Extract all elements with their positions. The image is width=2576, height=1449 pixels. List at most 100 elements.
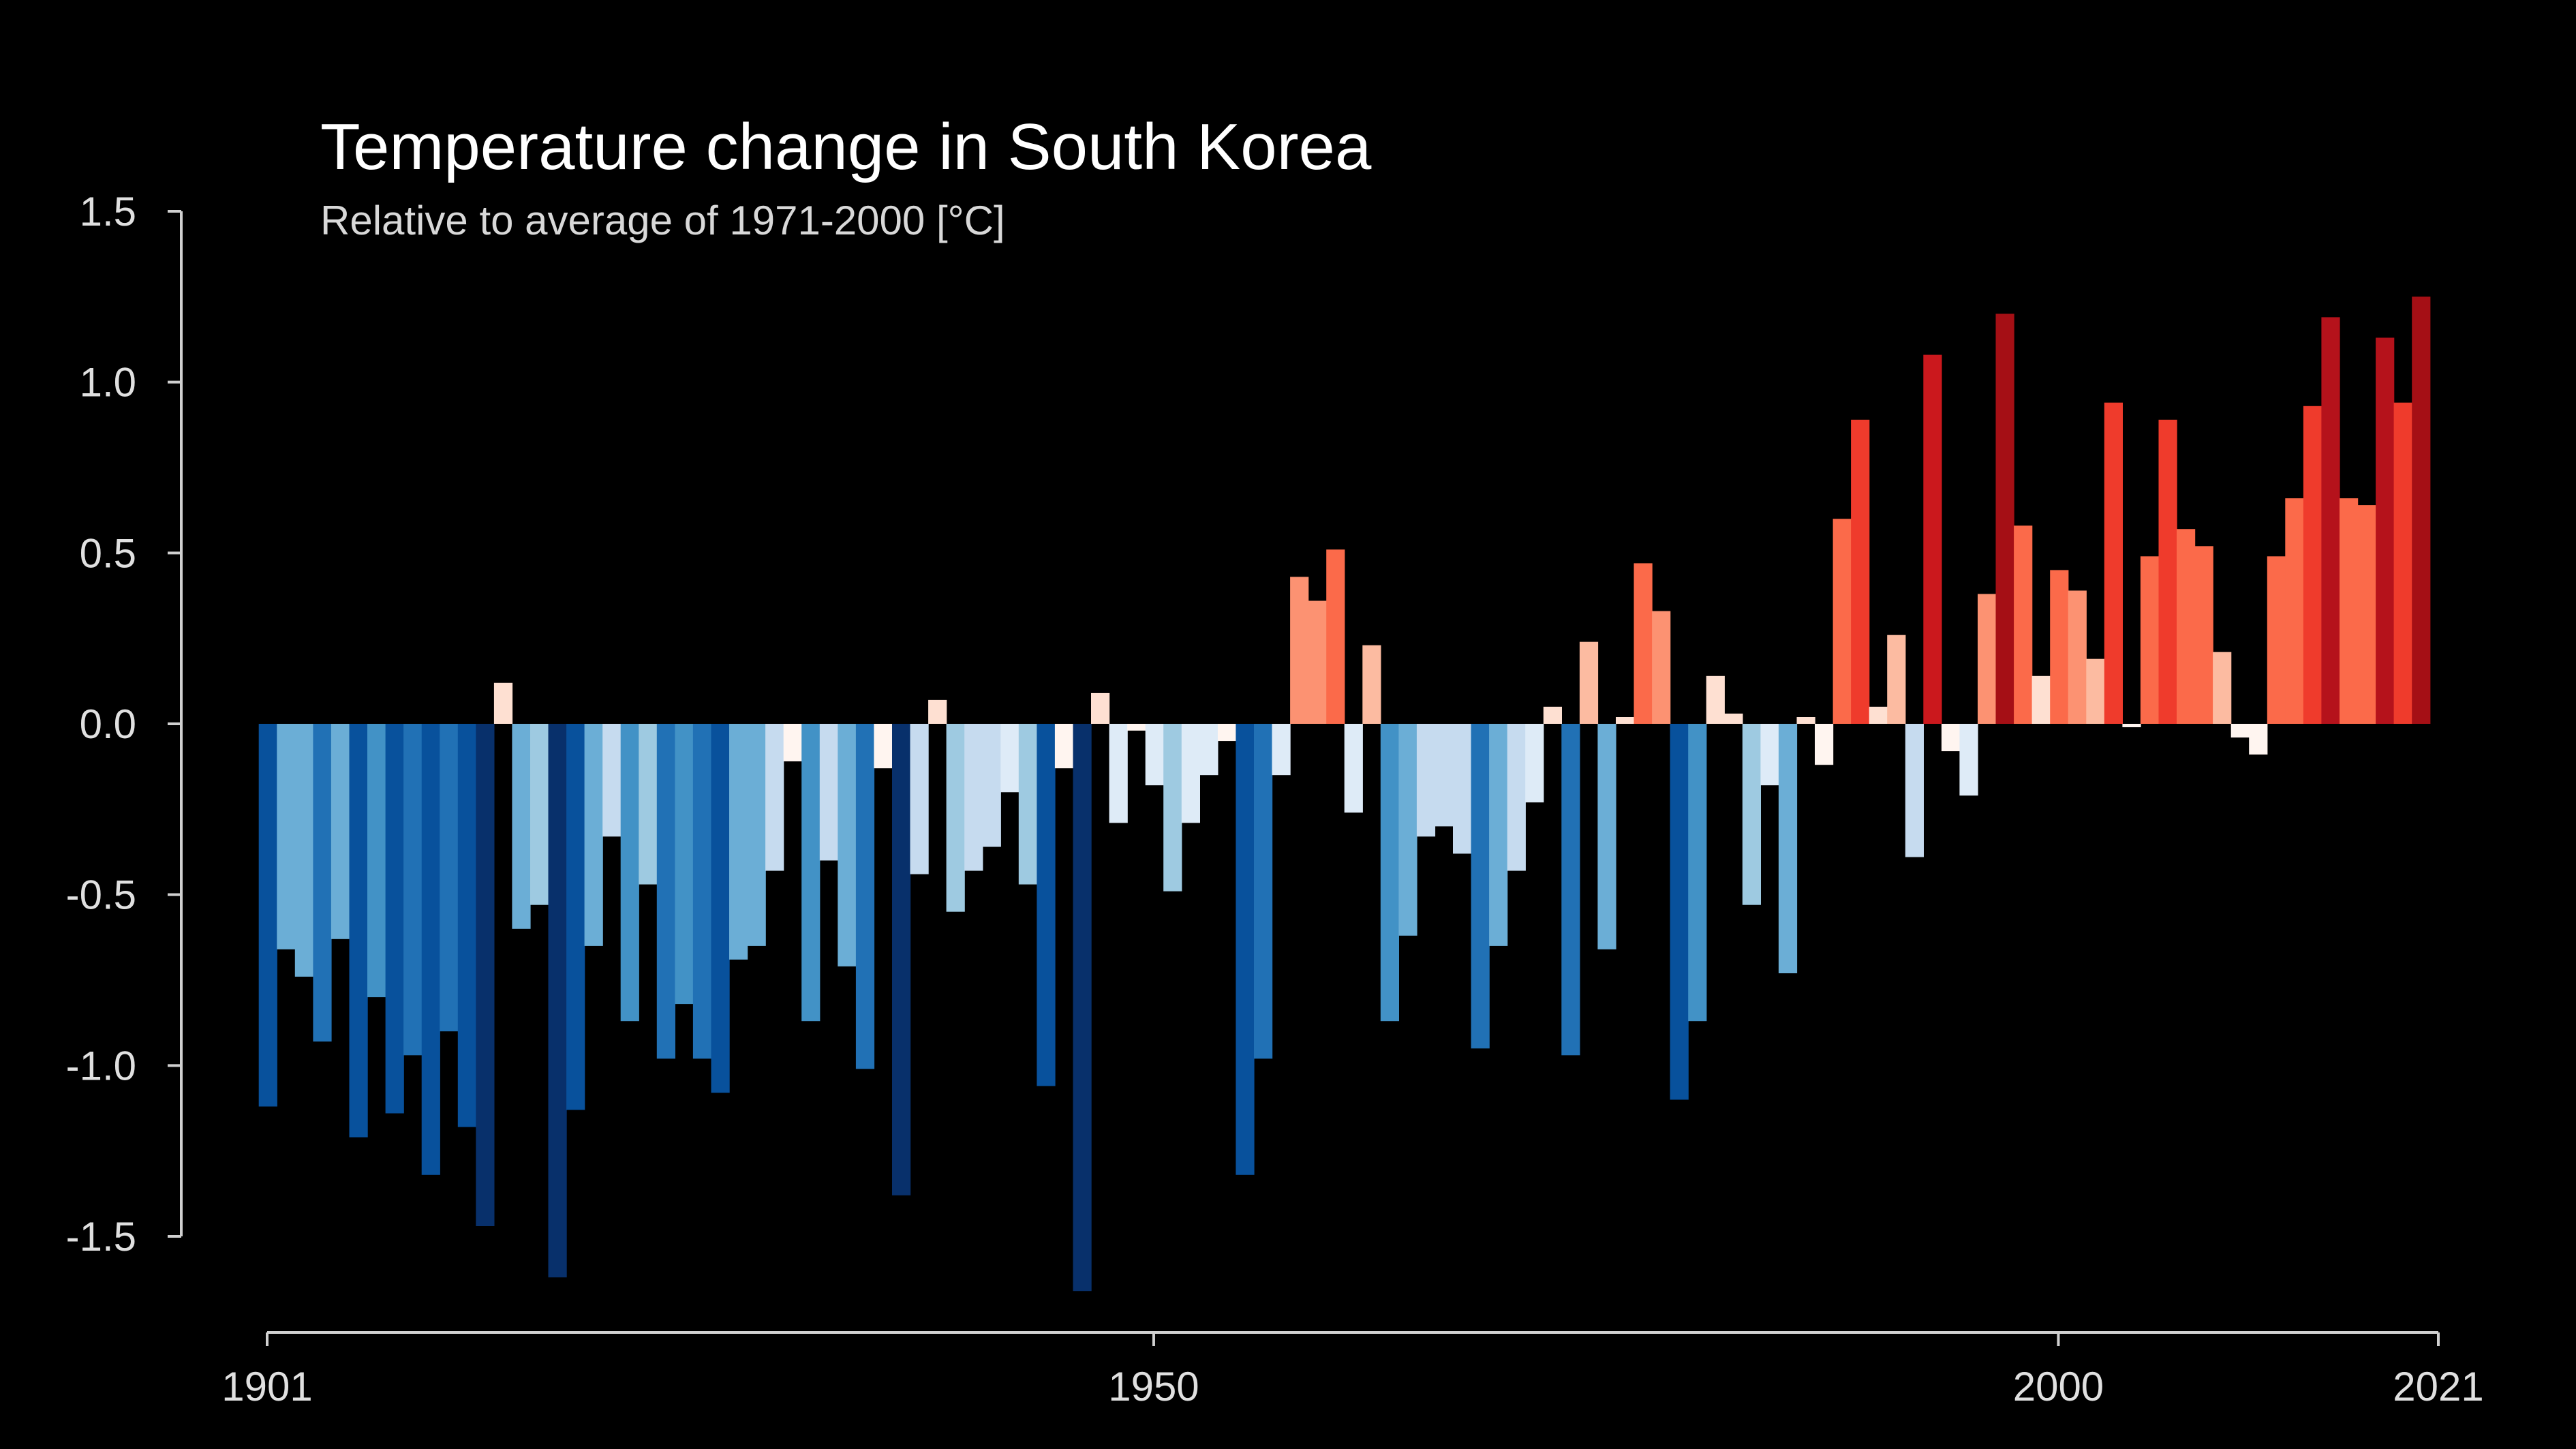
- bar-1960: [1326, 549, 1345, 724]
- bar-2010: [2230, 724, 2250, 738]
- bar-1975: [1597, 724, 1616, 949]
- x-tick-label: 2000: [2013, 1364, 2104, 1409]
- bar-1922: [639, 724, 658, 885]
- bar-1985: [1778, 724, 1798, 973]
- bar-1976: [1616, 717, 1635, 724]
- bar-1947: [1091, 692, 1110, 724]
- bars-group: [258, 296, 2431, 1292]
- bar-1978: [1652, 611, 1671, 724]
- bar-1961: [1344, 724, 1363, 813]
- bar-1901: [258, 724, 277, 1107]
- y-tick-label: 0.0: [80, 701, 136, 747]
- bar-2002: [2086, 658, 2105, 724]
- bar-1933: [838, 724, 857, 966]
- bar-1967: [1453, 724, 1472, 854]
- y-tick-label: -0.5: [66, 872, 136, 918]
- chart-title: Temperature change in South Korea: [320, 110, 1372, 183]
- bar-1997: [1995, 314, 2014, 724]
- x-tick-label: 1950: [1108, 1364, 1199, 1409]
- bar-1992: [1905, 724, 1924, 857]
- bar-1963: [1380, 724, 1399, 1022]
- bar-1939: [946, 724, 965, 912]
- bar-2004: [2122, 724, 2141, 727]
- bar-1912: [457, 724, 476, 1127]
- bar-1929: [765, 724, 784, 871]
- bar-1923: [656, 724, 675, 1059]
- y-tick-label: 0.5: [80, 530, 136, 576]
- bar-1966: [1435, 724, 1454, 827]
- bar-1904: [313, 724, 332, 1042]
- bar-1972: [1543, 706, 1562, 724]
- bar-1962: [1362, 645, 1381, 724]
- bar-1938: [928, 699, 947, 724]
- bar-1973: [1561, 724, 1580, 1056]
- bar-1925: [692, 724, 712, 1059]
- bar-1959: [1308, 600, 1327, 724]
- bar-1914: [493, 682, 513, 724]
- bar-1940: [964, 724, 983, 871]
- bar-1937: [910, 724, 929, 874]
- bar-1965: [1416, 724, 1436, 837]
- bar-1926: [711, 724, 730, 1093]
- y-tick-label: -1.0: [66, 1043, 136, 1088]
- bar-1971: [1525, 724, 1544, 803]
- bar-1949: [1127, 724, 1146, 731]
- bar-2009: [2213, 652, 2232, 724]
- bar-2017: [2357, 505, 2376, 724]
- bar-1964: [1398, 724, 1417, 936]
- bar-1941: [982, 724, 1001, 847]
- bar-1928: [747, 724, 766, 946]
- bar-1909: [403, 724, 423, 1056]
- bar-1945: [1054, 724, 1074, 769]
- y-tick-label: -1.5: [66, 1214, 136, 1260]
- bar-2008: [2194, 546, 2213, 724]
- bar-1968: [1471, 724, 1490, 1049]
- bar-1910: [421, 724, 440, 1175]
- bar-1903: [294, 724, 313, 977]
- bar-1989: [1851, 419, 1870, 724]
- bar-1956: [1254, 724, 1273, 1059]
- bar-1917: [548, 724, 567, 1278]
- bar-2014: [2303, 406, 2322, 724]
- bar-2001: [2068, 590, 2087, 724]
- bar-1913: [476, 724, 495, 1226]
- bar-1908: [385, 724, 404, 1114]
- bar-1944: [1037, 724, 1056, 1086]
- bar-1987: [1815, 724, 1834, 765]
- bar-2011: [2249, 724, 2268, 755]
- bar-1911: [440, 724, 459, 1032]
- bar-2000: [2050, 570, 2069, 724]
- bar-1958: [1290, 577, 1309, 724]
- bar-1927: [729, 724, 748, 960]
- bar-1982: [1724, 714, 1743, 724]
- bar-1924: [675, 724, 694, 1005]
- bar-2018: [2376, 337, 2395, 724]
- bar-1986: [1796, 717, 1815, 724]
- bar-2015: [2321, 317, 2340, 724]
- bar-1969: [1489, 724, 1508, 946]
- x-tick-label: 1901: [221, 1364, 312, 1409]
- bar-1916: [530, 724, 549, 905]
- bar-1930: [783, 724, 802, 762]
- bar-1950: [1145, 724, 1164, 786]
- bar-1905: [331, 724, 350, 939]
- x-tick-label: 2021: [2393, 1364, 2483, 1409]
- chart-subtitle: Relative to average of 1971-2000 [°C]: [320, 198, 1005, 243]
- bar-1936: [892, 724, 911, 1195]
- bar-1998: [2014, 525, 2033, 724]
- y-tick-label: 1.0: [80, 360, 136, 406]
- bar-1954: [1217, 724, 1237, 742]
- bar-2007: [2177, 529, 2196, 724]
- bar-1993: [1923, 354, 1942, 724]
- bar-1996: [1978, 594, 1997, 724]
- bar-1906: [349, 724, 368, 1138]
- bar-1990: [1869, 706, 1888, 724]
- bar-1915: [512, 724, 531, 929]
- bar-1991: [1887, 635, 1906, 724]
- bar-2003: [2104, 402, 2123, 724]
- bar-2016: [2340, 498, 2359, 724]
- bar-1934: [855, 724, 875, 1069]
- bar-1953: [1199, 724, 1218, 776]
- bar-1952: [1181, 724, 1200, 823]
